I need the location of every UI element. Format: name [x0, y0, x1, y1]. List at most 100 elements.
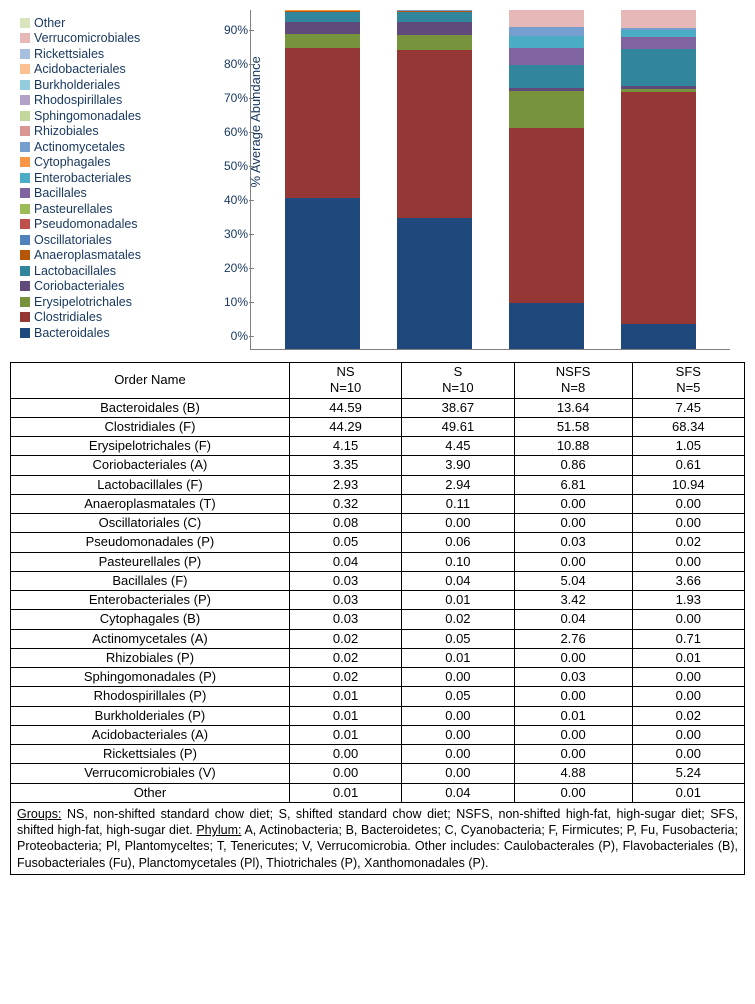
- y-tick: 50%: [224, 159, 248, 173]
- cell: 4.45: [402, 437, 514, 456]
- segment: [285, 198, 360, 349]
- segment: [285, 22, 360, 33]
- segment: [285, 48, 360, 198]
- cell: 0.00: [514, 725, 632, 744]
- legend-item: Coriobacteriales: [20, 279, 200, 295]
- y-tick: 10%: [224, 295, 248, 309]
- legend-swatch: [20, 64, 30, 74]
- cell: 0.01: [632, 648, 744, 667]
- cell: 4.15: [289, 437, 401, 456]
- legend-label: Bacteroidales: [34, 326, 110, 340]
- y-tick: 60%: [224, 125, 248, 139]
- row-name: Rhizobiales (P): [11, 648, 290, 667]
- groups-label: Groups:: [17, 807, 61, 821]
- cell: 0.00: [632, 745, 744, 764]
- segment: [285, 12, 360, 22]
- segment: [509, 10, 584, 27]
- cell: 0.03: [514, 668, 632, 687]
- segment: [397, 22, 472, 35]
- cell: 13.64: [514, 398, 632, 417]
- segment: [509, 36, 584, 48]
- cell: 0.00: [402, 764, 514, 783]
- cell: 0.02: [289, 668, 401, 687]
- cell: 0.71: [632, 629, 744, 648]
- segment: [285, 34, 360, 48]
- cell: 51.58: [514, 417, 632, 436]
- chart-area: % Average Abundance 0%10%20%30%40%50%60%…: [200, 10, 745, 350]
- cell: 0.00: [632, 725, 744, 744]
- legend-label: Enterobacteriales: [34, 171, 131, 185]
- cell: 44.29: [289, 417, 401, 436]
- cell: 0.01: [632, 783, 744, 802]
- legend-swatch: [20, 297, 30, 307]
- row-name: Pseudomonadales (P): [11, 533, 290, 552]
- cell: 6.81: [514, 475, 632, 494]
- legend-label: Sphingomonadales: [34, 109, 141, 123]
- row-name: Erysipelotrichales (F): [11, 437, 290, 456]
- row-name: Anaeroplasmatales (T): [11, 494, 290, 513]
- cell: 0.05: [289, 533, 401, 552]
- cell: 0.04: [514, 610, 632, 629]
- cell: 0.04: [289, 552, 401, 571]
- cell: 4.88: [514, 764, 632, 783]
- table-row: Sphingomonadales (P)0.020.000.030.00: [11, 668, 745, 687]
- legend-swatch: [20, 18, 30, 28]
- cell: 0.00: [632, 514, 744, 533]
- cell: 0.01: [402, 591, 514, 610]
- y-tick: 30%: [224, 227, 248, 241]
- cell: 0.00: [514, 514, 632, 533]
- legend-label: Bacillales: [34, 186, 87, 200]
- row-name: Rickettsiales (P): [11, 745, 290, 764]
- bar-NSFS: [509, 10, 584, 349]
- legend-swatch: [20, 281, 30, 291]
- table-row: Anaeroplasmatales (T)0.320.110.000.00: [11, 494, 745, 513]
- y-tick: 0%: [231, 329, 248, 343]
- legend-item: Enterobacteriales: [20, 170, 200, 186]
- cell: 0.10: [402, 552, 514, 571]
- legend-item: Bacillales: [20, 186, 200, 202]
- col-label: SFS: [637, 364, 740, 380]
- legend-label: Clostridiales: [34, 310, 102, 324]
- cell: 10.88: [514, 437, 632, 456]
- cell: 0.01: [289, 783, 401, 802]
- legend-label: Pseudomonadales: [34, 217, 138, 231]
- legend-item: Cytophagales: [20, 155, 200, 171]
- cell: 0.02: [289, 629, 401, 648]
- segment: [509, 91, 584, 128]
- legend-swatch: [20, 95, 30, 105]
- bar-NS: [285, 10, 360, 349]
- legend-item: Lactobacillales: [20, 263, 200, 279]
- cell: 0.02: [402, 610, 514, 629]
- table-row: Rhodospirillales (P)0.010.050.000.00: [11, 687, 745, 706]
- cell: 0.00: [289, 745, 401, 764]
- legend-swatch: [20, 188, 30, 198]
- cell: 0.11: [402, 494, 514, 513]
- table-row: Enterobacteriales (P)0.030.013.421.93: [11, 591, 745, 610]
- legend-swatch: [20, 49, 30, 59]
- legend-swatch: [20, 312, 30, 322]
- table-row: Coriobacteriales (A)3.353.900.860.61: [11, 456, 745, 475]
- cell: 0.01: [289, 725, 401, 744]
- cell: 0.61: [632, 456, 744, 475]
- legend-item: Rickettsiales: [20, 46, 200, 62]
- row-name: Verrucomicrobiales (V): [11, 764, 290, 783]
- legend-item: Oscillatoriales: [20, 232, 200, 248]
- legend-item: Pseudomonadales: [20, 217, 200, 233]
- y-tick: 20%: [224, 261, 248, 275]
- cell: 0.05: [402, 687, 514, 706]
- legend-label: Anaeroplasmatales: [34, 248, 141, 262]
- table-row: Verrucomicrobiales (V)0.000.004.885.24: [11, 764, 745, 783]
- cell: 38.67: [402, 398, 514, 417]
- table-row: Rhizobiales (P)0.020.010.000.01: [11, 648, 745, 667]
- col-header: SFSN=5: [632, 363, 744, 399]
- y-tick: 80%: [224, 57, 248, 71]
- row-name: Bacillales (F): [11, 571, 290, 590]
- legend-item: Clostridiales: [20, 310, 200, 326]
- cell: 3.66: [632, 571, 744, 590]
- cell: 0.03: [289, 571, 401, 590]
- cell: 0.00: [632, 494, 744, 513]
- table-row: Pasteurellales (P)0.040.100.000.00: [11, 552, 745, 571]
- segment: [397, 35, 472, 50]
- cell: 0.08: [289, 514, 401, 533]
- cell: 0.03: [514, 533, 632, 552]
